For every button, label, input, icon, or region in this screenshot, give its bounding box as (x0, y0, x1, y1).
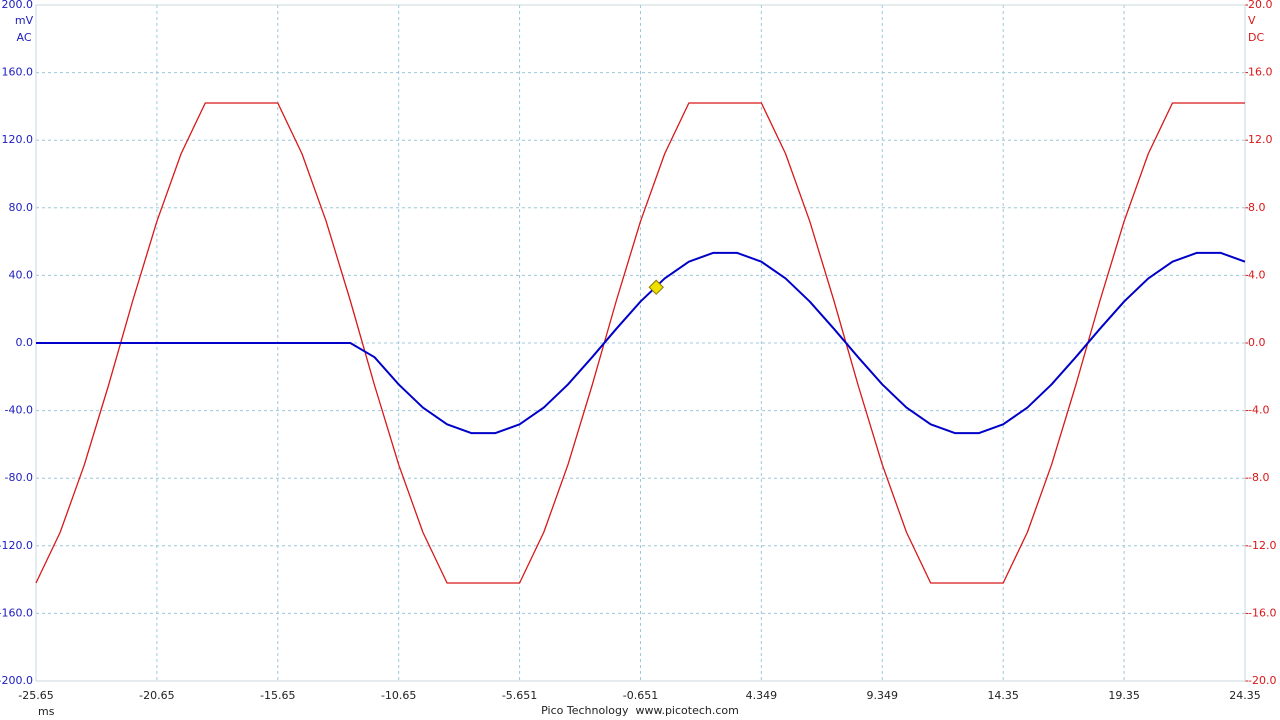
trace (35, 102, 1245, 584)
x-tick-label: -5.651 (502, 689, 537, 702)
x-tick-label: 24.35 (1229, 689, 1261, 702)
y2-tick-label: -4.0 (1248, 404, 1269, 417)
trace (36, 251, 1246, 435)
y2-tick-label: -20.0 (1248, 674, 1276, 687)
x-tick-label: 4.349 (746, 689, 778, 702)
y2-tick-label: -12.0 (1248, 539, 1276, 552)
y-tick-label: 40.0 (9, 268, 34, 281)
y2-tick-label: 8.0 (1248, 201, 1266, 214)
x-tick-label: 14.35 (987, 689, 1019, 702)
x-tick-label: -15.65 (260, 689, 295, 702)
x-tick-label: 9.349 (867, 689, 899, 702)
y-tick-label: 200.0 (2, 0, 34, 11)
y2-coupling: DC (1248, 31, 1264, 44)
y-tick-label: -160.0 (0, 606, 33, 619)
y2-tick-label: 20.0 (1248, 0, 1273, 11)
x-tick-label: -10.65 (381, 689, 416, 702)
y2-tick-label: -16.0 (1248, 606, 1276, 619)
footer: Pico Technology www.picotech.com (541, 704, 739, 717)
y-tick-label: 120.0 (2, 133, 34, 146)
x-tick-label: -25.65 (18, 689, 53, 702)
y-tick-label: -200.0 (0, 674, 33, 687)
y2-tick-label: 0.0 (1248, 336, 1266, 349)
y-tick-label: 0.0 (16, 336, 34, 349)
y2-tick-label: 16.0 (1248, 66, 1273, 79)
y-tick-label: -40.0 (5, 404, 33, 417)
y-tick-label: -120.0 (0, 539, 33, 552)
x-tick-label: -0.651 (623, 689, 658, 702)
y2-unit: V (1248, 14, 1256, 27)
x-tick-label: 19.35 (1108, 689, 1140, 702)
y2-tick-label: 4.0 (1248, 268, 1266, 281)
y-coupling: AC (16, 31, 31, 44)
trigger-marker (648, 279, 664, 295)
x-tick-label: -20.65 (139, 689, 174, 702)
x-unit: ms (38, 705, 55, 718)
y-tick-label: -80.0 (5, 471, 33, 484)
y-tick-label: 80.0 (9, 201, 34, 214)
y-unit: mV (15, 14, 34, 27)
y2-tick-label: -8.0 (1248, 471, 1269, 484)
y-tick-label: 160.0 (2, 66, 34, 79)
y2-tick-label: 12.0 (1248, 133, 1273, 146)
